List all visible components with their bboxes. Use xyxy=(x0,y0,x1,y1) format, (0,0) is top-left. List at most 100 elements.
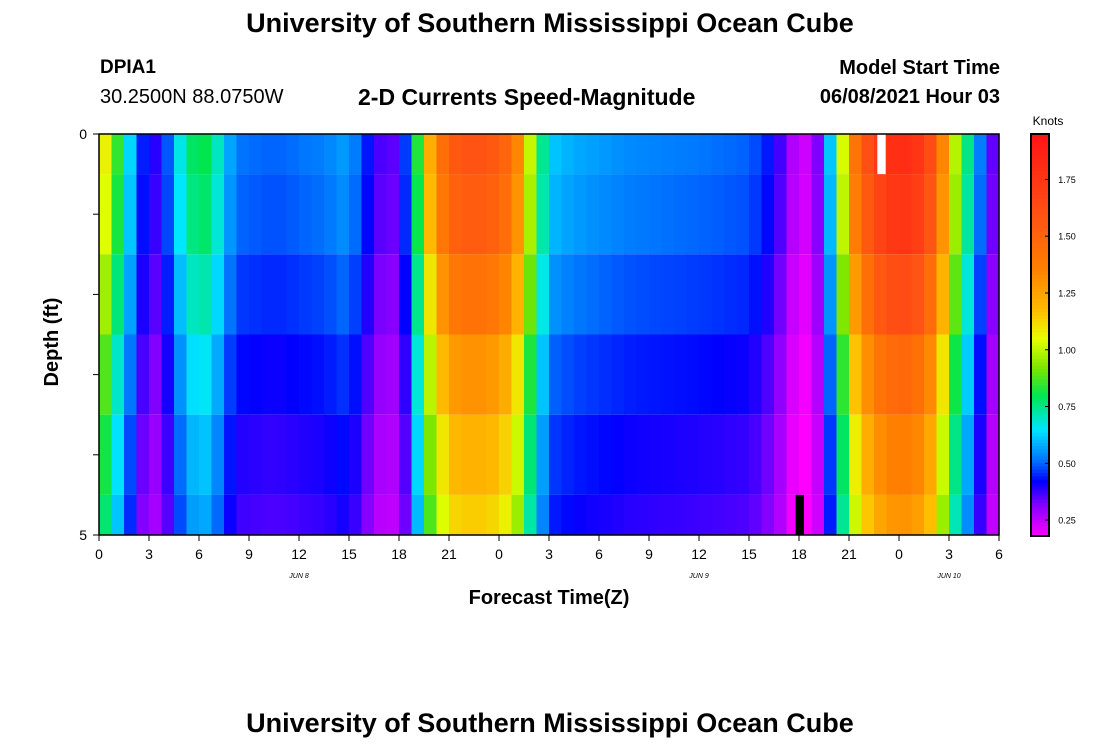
colorbar-swatch xyxy=(1031,489,1049,494)
colorbar-swatch xyxy=(1031,247,1049,252)
station-id: DPIA1 xyxy=(100,57,156,78)
heatmap-cell xyxy=(661,494,675,535)
colorbar-swatch xyxy=(1031,308,1049,313)
x-tick-label: 6 xyxy=(595,546,603,562)
colorbar-swatch xyxy=(1031,432,1049,437)
colorbar-swatch xyxy=(1031,525,1049,530)
heatmap-cell xyxy=(261,334,275,415)
colorbar-swatch xyxy=(1031,284,1049,289)
heatmap-cell xyxy=(324,414,338,495)
heatmap-cell xyxy=(924,414,938,495)
heatmap-cell xyxy=(111,134,125,175)
colorbar-swatch xyxy=(1031,311,1049,316)
heatmap-cell xyxy=(886,414,900,495)
heatmap-cell xyxy=(886,494,900,535)
heatmap-cell xyxy=(974,414,988,495)
colorbar-swatch xyxy=(1031,194,1049,199)
heatmap-cell xyxy=(949,254,963,335)
colorbar-swatch xyxy=(1031,281,1049,286)
heatmap-cell xyxy=(436,494,450,535)
heatmap-cell xyxy=(949,174,963,255)
heatmap-cell xyxy=(299,494,313,535)
heatmap-cell xyxy=(486,134,500,175)
heatmap-cell xyxy=(399,254,413,335)
colorbar-swatch xyxy=(1031,485,1049,490)
heatmap-cell xyxy=(336,334,350,415)
heatmap-cell xyxy=(861,494,875,535)
heatmap-cell xyxy=(574,134,588,175)
heatmap-cell xyxy=(986,254,1000,335)
heatmap-cell xyxy=(686,414,700,495)
heatmap-cell xyxy=(961,494,975,535)
heatmap-cell xyxy=(549,494,563,535)
heatmap-cell xyxy=(761,254,775,335)
heatmap-cell xyxy=(561,334,575,415)
heatmap-cell xyxy=(736,494,750,535)
heatmap-cell xyxy=(786,134,800,175)
heatmap-cell xyxy=(361,494,375,535)
heatmap-cell xyxy=(211,134,225,175)
missing-data-cells xyxy=(795,134,886,535)
colorbar-swatch xyxy=(1031,505,1049,510)
heatmap-cell xyxy=(474,494,488,535)
heatmap-cell xyxy=(286,174,300,255)
heatmap-cell xyxy=(311,334,325,415)
heatmap-cell xyxy=(649,254,663,335)
heatmap-cell xyxy=(99,334,113,415)
heatmap-cell xyxy=(774,494,788,535)
heatmap-cell xyxy=(386,494,400,535)
heatmap-cell xyxy=(361,174,375,255)
model-start-label: Model Start Time xyxy=(839,57,1000,79)
colorbar-swatch xyxy=(1031,154,1049,159)
heatmap-cell xyxy=(474,254,488,335)
heatmap-cell xyxy=(636,174,650,255)
heatmap-cell xyxy=(211,494,225,535)
heatmap-cell xyxy=(124,414,138,495)
colorbar-swatch xyxy=(1031,375,1049,380)
heatmap-cell xyxy=(749,414,763,495)
heatmap-cell xyxy=(711,134,725,175)
colorbar-swatch xyxy=(1031,358,1049,363)
heatmap-cell xyxy=(974,494,988,535)
heatmap-cell xyxy=(886,134,900,175)
heatmap-cell xyxy=(661,134,675,175)
heatmap-cell xyxy=(286,134,300,175)
colorbar-swatch xyxy=(1031,412,1049,416)
colorbar-swatch xyxy=(1031,428,1049,433)
colorbar-swatch xyxy=(1031,345,1049,349)
heatmap-cell xyxy=(411,334,425,415)
heatmap-cell xyxy=(749,494,763,535)
heatmap-cell xyxy=(824,494,838,535)
heatmap-cell xyxy=(711,174,725,255)
colorbar-swatch xyxy=(1031,415,1049,420)
y-axis: 05 xyxy=(79,126,99,543)
heatmap-cell xyxy=(461,254,475,335)
heatmap-cell xyxy=(424,134,438,175)
heatmap-cell xyxy=(861,414,875,495)
heatmap-cell xyxy=(211,414,225,495)
heatmap-cell xyxy=(186,334,200,415)
heatmap-cell xyxy=(536,174,550,255)
heatmap-cell xyxy=(549,134,563,175)
heatmap-cell xyxy=(361,334,375,415)
heatmap-cell xyxy=(586,334,600,415)
heatmap-cell xyxy=(936,174,950,255)
heatmap-cell xyxy=(136,494,150,535)
heatmap-cell xyxy=(536,494,550,535)
heatmap-cell xyxy=(974,174,988,255)
colorbar-tick-label: 0.25 xyxy=(1058,516,1076,526)
x-tick-label: 9 xyxy=(645,546,653,562)
heatmap-cell xyxy=(211,254,225,335)
colorbar-swatch xyxy=(1031,257,1049,262)
heatmap-cell xyxy=(674,334,688,415)
heatmap-cell xyxy=(786,414,800,495)
heatmap-cell xyxy=(899,254,913,335)
model-start-value: 06/08/2021 Hour 03 xyxy=(819,86,1000,108)
heatmap-cell xyxy=(261,494,275,535)
heatmap-cell xyxy=(311,254,325,335)
colorbar-swatch xyxy=(1031,268,1049,272)
heatmap-cell xyxy=(686,254,700,335)
colorbar-swatch xyxy=(1031,224,1049,229)
heatmap-cell xyxy=(711,494,725,535)
colorbar-swatch xyxy=(1031,351,1049,356)
